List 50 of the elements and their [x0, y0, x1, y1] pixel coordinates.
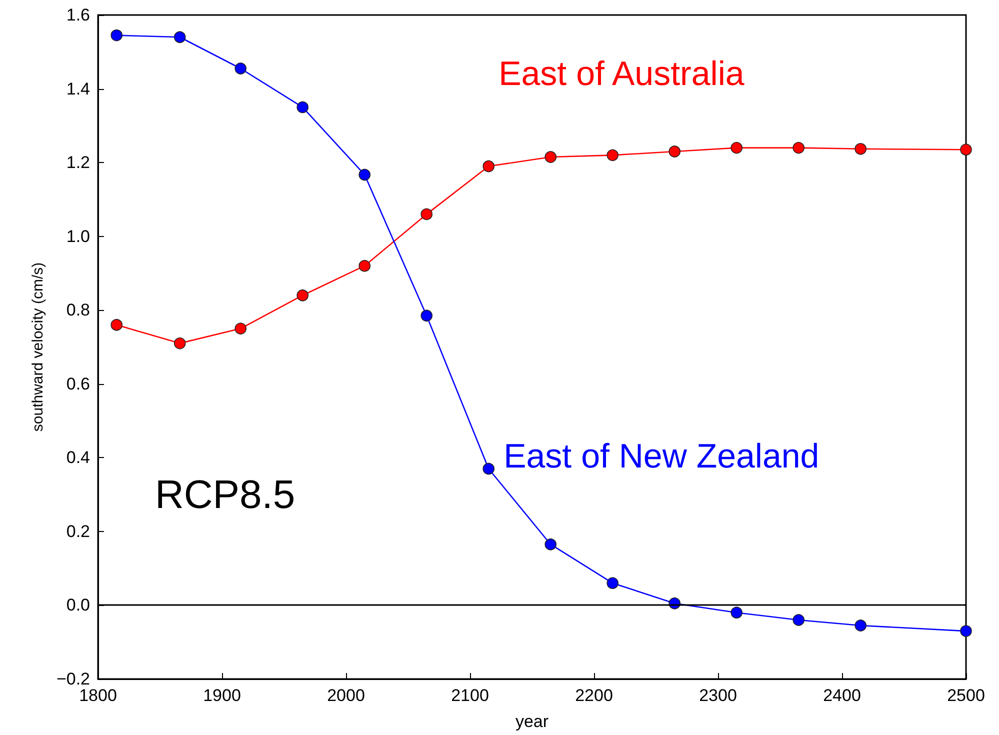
point: [730, 606, 742, 618]
point: [234, 62, 246, 74]
y-tick-label: 0.6: [66, 374, 90, 394]
x-tick-label: 2100: [451, 686, 489, 705]
point: [234, 322, 246, 334]
y-tick-label: 1.2: [66, 153, 90, 172]
point: [960, 625, 972, 637]
series-label: East of Australia: [498, 55, 744, 94]
x-tick-label: 2000: [327, 686, 365, 705]
point: [606, 149, 618, 162]
y-tick-label: 0.2: [66, 522, 90, 541]
point: [296, 101, 308, 114]
point: [296, 289, 308, 302]
point: [854, 620, 866, 632]
point: [544, 538, 556, 550]
point: [606, 577, 618, 589]
y-axis-title: southward velocity (cm/s): [30, 262, 47, 432]
series-label: East of New Zealand: [504, 438, 820, 476]
x-tick-label: 2200: [575, 686, 613, 705]
y-tick-label: 0.8: [66, 300, 90, 320]
point: [730, 142, 742, 154]
point: [358, 168, 370, 181]
point: [110, 29, 122, 42]
y-tick-label: 0.0: [66, 596, 90, 615]
x-tick-label: 1800: [79, 686, 117, 705]
x-axis-title: year: [515, 712, 549, 731]
point: [358, 260, 370, 272]
x-tick-label: 2500: [947, 686, 985, 705]
point: [482, 160, 494, 172]
y-tick-label: −0.2: [56, 670, 90, 688]
x-tick-label: 1900: [203, 686, 241, 705]
point: [420, 208, 432, 220]
point: [544, 151, 556, 163]
point: [668, 146, 680, 158]
x-tick-label: 2400: [823, 686, 861, 705]
point: [174, 337, 186, 350]
point: [792, 142, 804, 154]
x-tick-label: 2300: [699, 686, 737, 705]
point: [854, 143, 866, 155]
point: [792, 614, 804, 626]
y-tick-label: 1.0: [66, 226, 90, 246]
point: [110, 318, 122, 331]
point: [420, 310, 432, 322]
point: [960, 144, 972, 156]
annotation: RCP8.5: [155, 473, 296, 517]
y-tick-label: 1.4: [66, 79, 90, 98]
y-tick-label: 1.6: [66, 6, 90, 24]
point: [174, 31, 186, 44]
y-tick-label: 0.4: [66, 448, 90, 468]
point: [482, 462, 494, 475]
